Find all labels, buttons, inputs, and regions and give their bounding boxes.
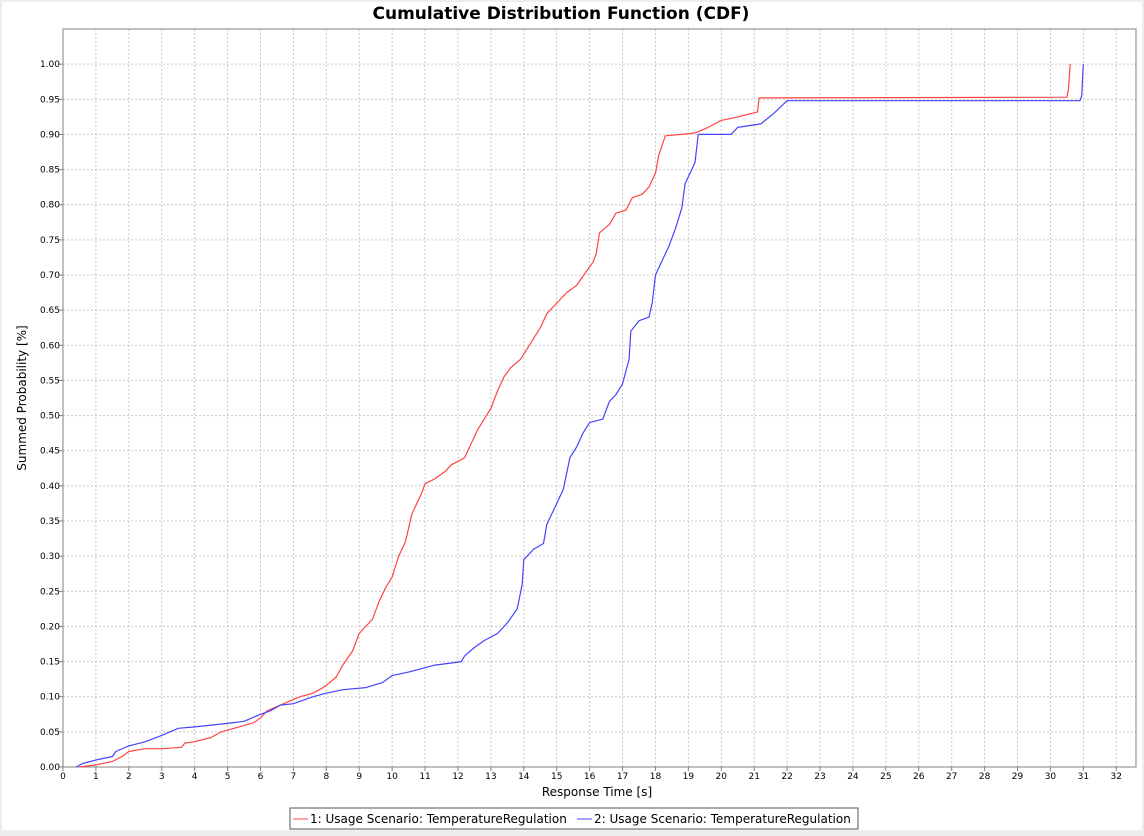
x-tick-label: 25 <box>880 772 891 782</box>
x-tick-label: 21 <box>748 772 759 782</box>
x-tick-label: 32 <box>1111 772 1122 782</box>
x-tick-label: 6 <box>258 772 264 782</box>
y-tick-label: 0.00 <box>40 763 60 773</box>
y-tick-label: 0.75 <box>40 236 60 246</box>
x-tick-label: 2 <box>126 772 132 782</box>
x-tick-label: 27 <box>946 772 957 782</box>
x-tick-label: 23 <box>814 772 825 782</box>
x-tick-label: 18 <box>650 772 662 782</box>
x-tick-label: 8 <box>323 772 329 782</box>
x-tick-label: 31 <box>1078 772 1089 782</box>
y-tick-label: 0.95 <box>40 95 60 105</box>
y-tick-label: 0.70 <box>40 271 60 281</box>
chart-title: Cumulative Distribution Function (CDF) <box>373 4 750 24</box>
x-tick-label: 1 <box>93 772 99 782</box>
x-tick-label: 5 <box>225 772 231 782</box>
series-line-1 <box>79 64 1071 768</box>
x-tick-label: 20 <box>716 772 728 782</box>
y-axis: 0.00 0.05 0.10 0.15 0.20 0.25 0.30 0.35 0.40 0.45… <box>40 60 63 773</box>
legend-label-series-2: 2: Usage Scenario: TemperatureRegulation <box>594 812 851 826</box>
y-axis-label: Summed Probability [%] <box>15 325 29 470</box>
x-tick-label: 30 <box>1045 772 1057 782</box>
y-tick-label: 0.80 <box>40 201 60 211</box>
x-tick-label: 12 <box>452 772 463 782</box>
x-tick-label: 17 <box>617 772 628 782</box>
y-tick-label: 0.90 <box>40 130 60 140</box>
y-tick-label: 0.10 <box>40 693 60 703</box>
x-tick-label: 14 <box>518 772 530 782</box>
x-tick-label: 15 <box>551 772 562 782</box>
series-lines <box>75 64 1084 768</box>
x-tick-label: 19 <box>683 772 695 782</box>
y-tick-label: 1.00 <box>40 60 60 70</box>
x-tick-label: 4 <box>192 772 198 782</box>
x-tick-label: 11 <box>419 772 430 782</box>
series-line-2 <box>75 64 1084 768</box>
x-tick-label: 3 <box>159 772 165 782</box>
x-tick-label: 7 <box>291 772 297 782</box>
x-tick-label: 26 <box>913 772 925 782</box>
y-tick-label: 0.45 <box>40 447 60 457</box>
y-tick-label: 0.65 <box>40 306 60 316</box>
x-tick-label: 0 <box>60 772 66 782</box>
plot-area <box>62 28 1137 768</box>
x-tick-label: 13 <box>485 772 496 782</box>
x-axis: 0 1 2 3 4 5 6 7 8 9 10 11 12 13 14 15 16 17 18 19 20 21 22 23 24… <box>60 767 1122 782</box>
x-tick-label: 24 <box>847 772 859 782</box>
y-tick-label: 0.20 <box>40 622 60 632</box>
y-tick-label: 0.15 <box>40 658 60 668</box>
legend: 1: Usage Scenario: TemperatureRegulation… <box>289 807 859 830</box>
x-tick-label: 9 <box>356 772 362 782</box>
y-tick-label: 0.35 <box>40 517 60 527</box>
y-tick-label: 0.55 <box>40 376 60 386</box>
grid-lines <box>62 29 1136 768</box>
y-tick-label: 0.05 <box>40 728 60 738</box>
x-axis-label: Response Time [s] <box>542 785 652 799</box>
x-tick-label: 28 <box>979 772 991 782</box>
y-tick-label: 0.30 <box>40 552 60 562</box>
x-tick-label: 29 <box>1012 772 1024 782</box>
y-tick-label: 0.40 <box>40 482 60 492</box>
x-tick-label: 16 <box>584 772 596 782</box>
legend-label-series-1: 1: Usage Scenario: TemperatureRegulation <box>310 812 567 826</box>
y-tick-label: 0.50 <box>40 412 60 422</box>
x-tick-label: 10 <box>386 772 398 782</box>
x-tick-label: 22 <box>781 772 792 782</box>
y-tick-label: 0.60 <box>40 341 60 351</box>
y-tick-label: 0.25 <box>40 587 60 597</box>
y-tick-label: 0.85 <box>40 166 60 176</box>
legend-box <box>289 807 859 830</box>
